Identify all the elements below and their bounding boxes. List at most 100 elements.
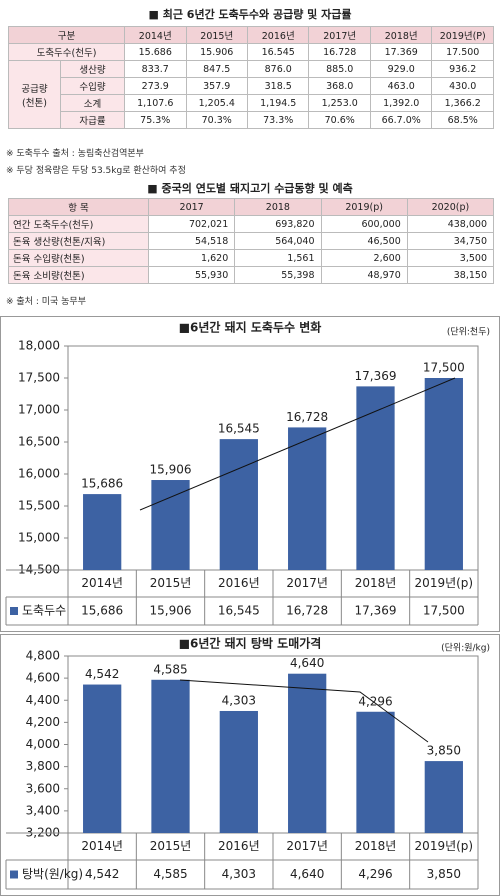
header-cell: 2015년 [185,26,248,44]
bar [424,761,463,833]
table-title: ■ 중국의 연도별 돼지고기 수급동향 및 예측 [147,182,353,195]
bar [288,673,327,833]
row-label: 도축두수(천두) [7,43,126,61]
header-cell: 항 목 [8,198,149,216]
table-row: 도축두수(천두) 15.686 15.906 16.545 16.728 17.369 17… [7,43,494,61]
unit-label: (단위:원/kg) [441,643,490,654]
note: ※ 두당 정육량은 두당 53.5kg로 환산하여 추정 [6,166,186,176]
bar [424,378,463,570]
y-tick-label: 3,800 [26,759,60,773]
table-value: 17,369 [355,604,397,618]
table-value: 4,296 [358,867,392,881]
table-value: 4,585 [153,867,187,881]
china-table: 항 목 2017 2018 2019(p) 2020(p) 연간 도축두수(천두) 702,… [8,198,495,284]
cell: 15.906 [185,43,248,61]
cell: 66.7.0% [369,111,433,129]
cell: 1,194.5 [246,94,310,112]
y-tick-label: 18,000 [18,339,60,353]
cell: 17.369 [369,43,433,61]
x-tick-label: 2016년 [218,839,260,853]
group-label: 공급량 (천톤) [8,60,61,129]
table-row: 공급량 (천톤) 생산량 833.7 847.5 876.0 885.0 929.0 936.2 [8,60,494,129]
note: ※ 도축두수 출처 : 농림축산검역본부 [6,149,144,159]
chart: ■6년간 돼지 도축두수 변화 (단위:천두)14,50015,00015,500… [0,316,500,632]
table-value: 15,686 [81,604,123,618]
cell: 38,150 [406,266,495,284]
table-row: 소계 1,107.6 1,205.4 1,194.5 1,253.0 1,392.0 1,3… [9,94,494,112]
plot-frame [67,655,479,834]
table-row: 돈육 수입량(천톤) 1,620 1,561 2,600 3,500 [8,249,495,267]
trend-line [179,679,429,743]
cell: 357.9 [185,77,248,95]
x-tick-label: 2014년 [81,576,123,590]
cell: 75.3% [124,111,187,129]
cell: 1,253.0 [308,94,371,112]
notes: ※ 출처 : 미국 농무부 [0,294,86,307]
header-cell: 2018 [234,198,322,216]
cell: 2,600 [320,249,408,267]
x-tick-label: 2016년 [218,576,260,590]
cell: 46,500 [320,232,408,250]
x-tick-label: 2014년 [81,839,123,853]
data-label: 3,850 [427,744,461,758]
group-label-line: (천톤) [22,97,47,109]
y-tick-label: 4,600 [26,671,60,685]
cell: 1,205.4 [185,94,248,112]
y-tick-label: 16,000 [18,467,60,481]
table-row: 돈육 소비량(천톤) 55,930 55,398 48,970 38,150 [8,266,495,284]
row-label: 생산량 [59,60,126,78]
cell: 48,970 [320,266,408,284]
bar [219,439,258,570]
cell: 68.5% [431,111,494,129]
notes: ※ 도축두수 출처 : 농림축산검역본부 ※ 두당 정육량은 두당 53.5kg로… [0,146,186,180]
bar [83,494,122,570]
y-tick-label: 4,200 [26,715,60,729]
cell: 368.0 [308,77,371,95]
cell: 318.5 [246,77,310,95]
cell: 463.0 [369,77,433,95]
row-label: 돈육 생산량(천톤/지육) [8,232,149,250]
data-label: 4,303 [222,693,256,707]
table-value: 3,850 [427,867,461,881]
header-cell: 2019년(P) [431,26,494,44]
cell: 3,500 [406,249,495,267]
cell: 702,021 [147,215,236,233]
x-tick-label: 2015년 [150,839,192,853]
chart-title: ■6년간 돼지 탕박 도매가격 [179,636,322,651]
table-value: 4,303 [222,867,256,881]
header-cell: 2019(p) [320,198,408,216]
note: ※ 출처 : 미국 농무부 [6,297,86,307]
cell: 55,930 [147,266,236,284]
x-tick-label: 2017년 [286,576,328,590]
y-tick-label: 4,400 [26,693,60,707]
cell: 438,000 [406,215,495,233]
cell: 885.0 [308,60,371,78]
data-label: 16,545 [218,422,260,436]
y-tick-label: 4,000 [26,737,60,751]
x-tick-label: 2018년 [355,839,397,853]
cell: 847.5 [185,60,248,78]
bar [219,710,258,833]
bar [151,679,190,833]
x-tick-label: 2018년 [355,576,397,590]
cell: 15.686 [124,43,187,61]
header-cell: 구분 [7,26,126,44]
legend-label: 도축두수 [22,604,66,618]
data-label: 4,585 [153,662,187,676]
y-tick-label: 17,000 [18,403,60,417]
header-cell: 2017년 [308,26,371,44]
row-label: 자급률 [59,111,126,129]
x-tick-label: 2019년(p) [415,576,474,590]
cell: 876.0 [246,60,310,78]
group-label-line: 공급량 [21,83,48,95]
row-label: 소계 [59,94,126,112]
cell: 70.6% [308,111,371,129]
cell: 54,518 [147,232,236,250]
bar [151,480,190,570]
cell: 430.0 [431,77,494,95]
y-tick-label: 17,500 [18,371,60,385]
row-label: 연간 도축두수(천두) [8,215,149,233]
row-label: 돈육 수입량(천톤) [8,249,149,267]
supply-table: 구분 2014년 2015년 2016년 2017년 2018년 2019년(P) 도축두수(… [7,26,494,129]
